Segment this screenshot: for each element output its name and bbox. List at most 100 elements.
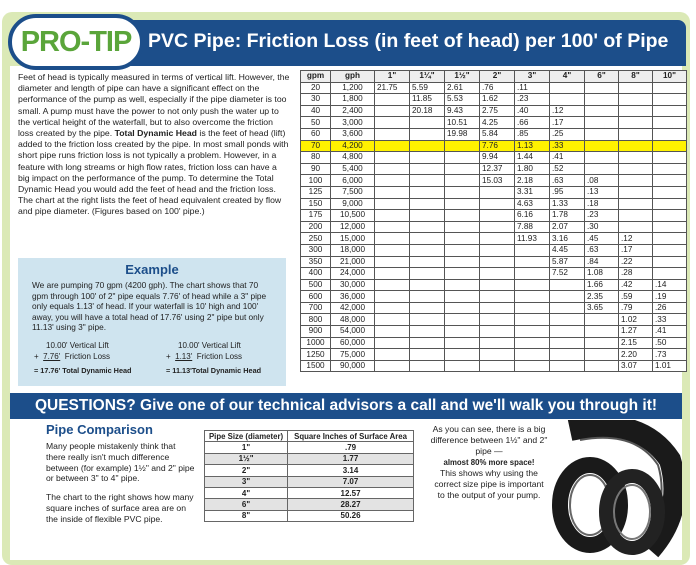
cell xyxy=(584,325,619,338)
cell: 7.76 xyxy=(479,139,515,153)
cell: 1.66 xyxy=(584,278,619,292)
row: 8" 50.26 xyxy=(203,509,414,523)
cell: 150 xyxy=(300,197,331,211)
cell: 12.37 xyxy=(479,162,515,176)
cell: 80 xyxy=(300,151,331,164)
cell: 15,000 xyxy=(330,232,375,245)
cell xyxy=(618,116,653,129)
badge: PRO-TIP xyxy=(8,14,144,70)
calc-lift: 10.00' Vertical Lift xyxy=(178,341,241,350)
cell xyxy=(652,267,687,280)
cell: .13 xyxy=(584,185,619,199)
cell xyxy=(479,232,515,245)
cell xyxy=(618,139,653,153)
cell: 2.15 xyxy=(618,336,653,350)
cell xyxy=(374,174,410,187)
cell xyxy=(479,313,515,327)
cell xyxy=(444,220,480,234)
header-cell: 6" xyxy=(584,70,619,83)
cell xyxy=(444,278,480,292)
cell xyxy=(618,151,653,164)
cell: 9,000 xyxy=(330,197,375,211)
questions-bar: QUESTIONS? Give one of our technical adv… xyxy=(10,393,682,419)
cell: 24,000 xyxy=(330,267,375,280)
cell xyxy=(479,185,515,199)
cell: 5.84 xyxy=(479,127,515,141)
header-cell: 10" xyxy=(652,70,687,83)
cell: .08 xyxy=(584,174,619,187)
row: 175 10,500 6.16 1.78.23 xyxy=(300,209,687,222)
cell: .23 xyxy=(514,93,550,106)
cell: 1½" xyxy=(203,452,289,466)
cell xyxy=(409,232,445,245)
cell: 19.98 xyxy=(444,127,480,141)
row: 500 30,000 1.66.42.14 xyxy=(300,278,687,292)
cell xyxy=(549,81,585,95)
cell xyxy=(618,104,653,118)
cell: 1.33 xyxy=(549,197,585,211)
cell: 500 xyxy=(300,278,331,292)
header-cell: 4" xyxy=(549,70,585,83)
calc-friction: + 7.76' Friction Loss xyxy=(34,351,154,362)
row: 30 1,800 11.85 5.53 1.62.23 xyxy=(300,93,687,106)
cell xyxy=(479,243,515,257)
calc-op: + xyxy=(166,352,171,361)
cell: .33 xyxy=(549,139,585,153)
cell xyxy=(444,313,480,327)
cell xyxy=(444,151,480,164)
row: 90 5,400 12.37 1.80.52 xyxy=(300,162,687,176)
friction-table: gpm gph 1" 1¼" 1½" 2" 3" 4" 6" 8" 10" 20 1,200 21.75 5… xyxy=(300,70,687,373)
calc-total: = 11.13'Total Dynamic Head xyxy=(166,366,262,375)
cell: 6.16 xyxy=(514,209,550,222)
pipe-coils xyxy=(552,420,682,558)
cell: 3" xyxy=(203,475,289,488)
cell: 70 xyxy=(300,139,331,153)
cell xyxy=(514,359,550,373)
cell: 1,800 xyxy=(330,93,375,106)
cell xyxy=(409,185,445,199)
cell: 12,000 xyxy=(330,220,375,234)
cell xyxy=(374,255,410,269)
cell xyxy=(374,127,410,141)
cell: 5,400 xyxy=(330,162,375,176)
cell: 6" xyxy=(203,498,289,511)
row: 6" 28.27 xyxy=(203,498,414,511)
cell xyxy=(618,197,653,211)
cell xyxy=(409,278,445,292)
cell: .73 xyxy=(652,348,687,361)
cell xyxy=(479,278,515,292)
cell: 600 xyxy=(300,290,331,303)
row: 1000 60,000 2.15.50 xyxy=(300,336,687,350)
cell: 6,000 xyxy=(330,174,375,187)
cell xyxy=(374,336,410,350)
cell xyxy=(514,267,550,280)
cell: 250 xyxy=(300,232,331,245)
cell xyxy=(479,301,515,315)
cell xyxy=(618,162,653,176)
cell: .12 xyxy=(618,232,653,245)
calc-friction-value: 7.76' xyxy=(43,352,61,361)
cell: 7.88 xyxy=(514,220,550,234)
cell: 90 xyxy=(300,162,331,176)
row: 200 12,000 7.88 2.07.30 xyxy=(300,220,687,234)
cell: .12 xyxy=(549,104,585,118)
cell xyxy=(652,232,687,245)
cell xyxy=(618,81,653,95)
cell xyxy=(409,139,445,153)
cell xyxy=(444,185,480,199)
cell xyxy=(444,290,480,303)
calc: 10.00' Vertical Lift + 7.76' Friction Lo… xyxy=(34,340,154,376)
pipe-image xyxy=(552,420,682,558)
paragraph: Many people mistakenly think that there … xyxy=(46,441,195,484)
cell: 1500 xyxy=(300,359,331,373)
cell xyxy=(374,185,410,199)
cell xyxy=(652,116,687,129)
cell xyxy=(374,116,410,129)
header-cell: 1" xyxy=(374,70,410,83)
row: 125 7,500 3.31.95.13 xyxy=(300,185,687,199)
row: 50 3,000 10.51 4.25.66.17 xyxy=(300,116,687,129)
cell: 1,200 xyxy=(330,81,375,95)
cell: 1.13 xyxy=(514,139,550,153)
cell xyxy=(409,336,445,350)
